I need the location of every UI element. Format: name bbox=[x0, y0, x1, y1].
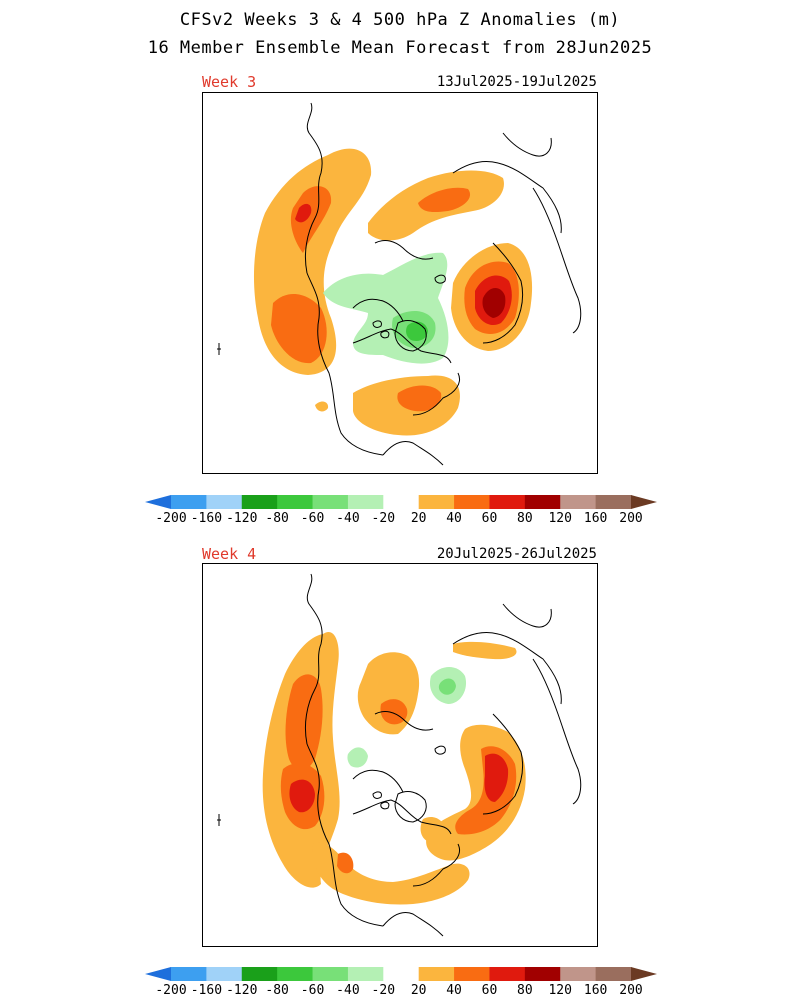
colorbar-swatch bbox=[595, 967, 632, 981]
colorbar-swatch bbox=[454, 495, 490, 509]
colorbar-left-arrow bbox=[145, 967, 171, 981]
colorbar-tick-label: -80 bbox=[265, 511, 289, 526]
colorbar-swatch bbox=[171, 495, 207, 509]
colorbar-swatch bbox=[524, 495, 561, 509]
colorbar-tick-label: -40 bbox=[336, 983, 360, 998]
week4-map bbox=[202, 563, 598, 947]
colorbar-tick-label: -120 bbox=[226, 983, 258, 998]
colorbar-tick-label: -20 bbox=[371, 511, 396, 526]
week4-map-svg bbox=[217, 573, 582, 937]
colorbar-week3-ticks: -200 -160 -120 -80 -60 -40 -20 20 40 60 80 120 160 20… bbox=[140, 511, 660, 527]
colorbar-swatch bbox=[383, 967, 420, 981]
week3-anomaly-fields bbox=[253, 148, 533, 436]
week4-coastlines bbox=[217, 573, 582, 937]
week3-map bbox=[202, 92, 598, 474]
colorbar-week3-swatches bbox=[145, 495, 657, 509]
colorbar-swatch bbox=[454, 967, 490, 981]
colorbar-tick-label: -60 bbox=[300, 511, 325, 526]
colorbar-tick-label: 80 bbox=[517, 511, 533, 526]
colorbar-tick-label: 40 bbox=[446, 511, 462, 526]
colorbar-right-arrow bbox=[631, 495, 657, 509]
colorbar-week3 bbox=[145, 495, 657, 509]
colorbar-tick-label: -160 bbox=[190, 983, 223, 998]
colorbar-tick-label: 60 bbox=[481, 511, 498, 526]
colorbar-tick-label: 200 bbox=[619, 511, 643, 526]
colorbar-right-arrow bbox=[631, 967, 657, 981]
colorbar-tick-label: -40 bbox=[336, 511, 360, 526]
week4-label: Week 4 bbox=[202, 545, 257, 563]
week3-label: Week 3 bbox=[202, 73, 257, 91]
colorbar-tick-label: -60 bbox=[300, 983, 325, 998]
colorbar-swatch bbox=[489, 495, 526, 509]
colorbar-tick-label: -160 bbox=[190, 511, 223, 526]
colorbar-swatch bbox=[560, 495, 597, 509]
colorbar-swatch bbox=[560, 967, 597, 981]
chart-subtitle: 16 Member Ensemble Mean Forecast from 28… bbox=[147, 38, 653, 58]
colorbar-tick-label: -200 bbox=[155, 511, 187, 526]
colorbar-tick-label: -120 bbox=[226, 511, 258, 526]
colorbar-swatch bbox=[241, 495, 278, 509]
colorbar-tick-label: 120 bbox=[548, 511, 572, 526]
colorbar-tick-label: 160 bbox=[583, 511, 608, 526]
colorbar-tick-label: 20 bbox=[410, 983, 427, 998]
colorbar-swatch bbox=[206, 495, 243, 509]
colorbar-swatch bbox=[595, 495, 632, 509]
week4-anomaly-fields bbox=[262, 632, 526, 905]
colorbar-swatch bbox=[312, 495, 349, 509]
week3-dates: 13Jul2025-19Jul2025 bbox=[436, 74, 597, 90]
colorbar-swatch bbox=[418, 967, 455, 981]
chart-title: CFSv2 Weeks 3 & 4 500 hPa Z Anomalies (m… bbox=[179, 10, 621, 30]
colorbar-left-arrow bbox=[145, 495, 171, 509]
colorbar-week4-swatches bbox=[145, 967, 657, 981]
colorbar-swatch bbox=[241, 967, 278, 981]
colorbar-swatch bbox=[347, 967, 384, 981]
colorbar-tick-label: 200 bbox=[619, 983, 643, 998]
colorbar-tick-label: -80 bbox=[265, 983, 289, 998]
colorbar-swatch bbox=[383, 495, 420, 509]
colorbar-swatch bbox=[206, 967, 243, 981]
week4-dates: 20Jul2025-26Jul2025 bbox=[436, 546, 597, 562]
week3-coastlines bbox=[217, 102, 582, 466]
colorbar-swatch bbox=[277, 967, 314, 981]
colorbar-swatch bbox=[489, 967, 526, 981]
week3-map-svg bbox=[217, 102, 582, 466]
colorbar-tick-label: 160 bbox=[583, 983, 608, 998]
colorbar-swatch bbox=[312, 967, 349, 981]
colorbar-tick-label: -200 bbox=[155, 983, 187, 998]
colorbar-tick-label: 80 bbox=[517, 983, 533, 998]
colorbar-swatch bbox=[524, 967, 561, 981]
colorbar-tick-label: 20 bbox=[410, 511, 427, 526]
colorbar-tick-label: 40 bbox=[446, 983, 462, 998]
colorbar-week4 bbox=[145, 967, 657, 981]
colorbar-swatch bbox=[171, 967, 207, 981]
colorbar-tick-label: -20 bbox=[371, 983, 396, 998]
colorbar-swatch bbox=[347, 495, 384, 509]
colorbar-swatch bbox=[418, 495, 455, 509]
colorbar-week4-ticks: -200 -160 -120 -80 -60 -40 -20 20 40 60 80 120 160 20… bbox=[140, 983, 660, 999]
colorbar-swatch bbox=[277, 495, 314, 509]
colorbar-tick-label: 60 bbox=[481, 983, 498, 998]
colorbar-tick-label: 120 bbox=[548, 983, 572, 998]
